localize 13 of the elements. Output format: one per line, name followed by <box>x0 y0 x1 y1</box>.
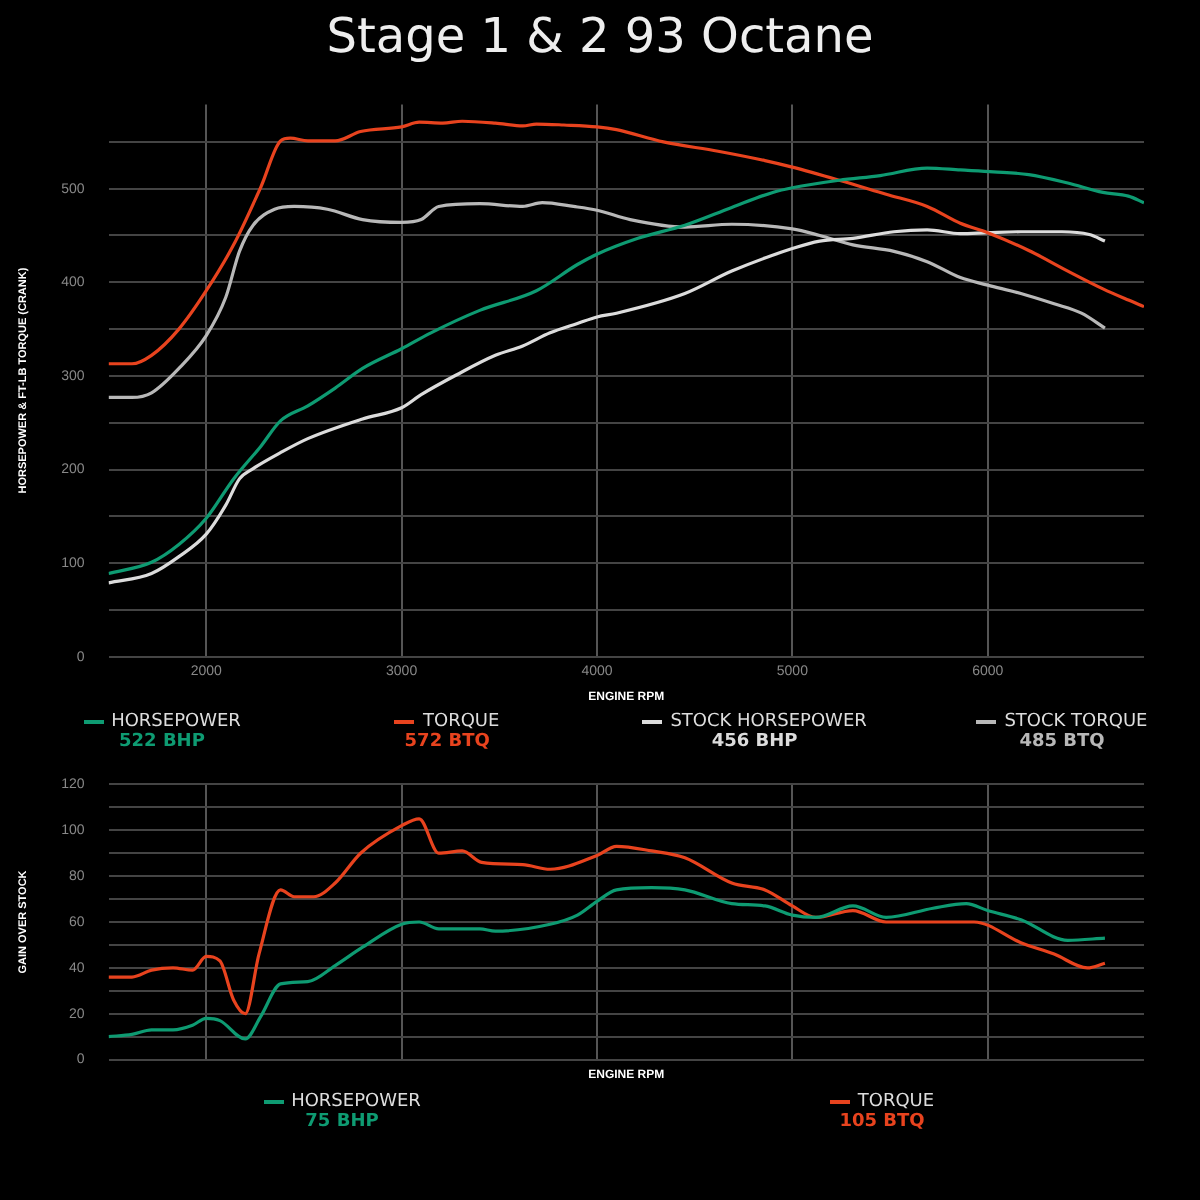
line-series <box>108 817 1107 1016</box>
line-series <box>108 228 1107 585</box>
text: 485 BTQ <box>1017 732 1107 752</box>
text: 572 BTQ <box>402 732 492 752</box>
line-series <box>108 166 1144 576</box>
line-series <box>108 201 1107 400</box>
text: 456 BHP <box>709 732 800 752</box>
line-series <box>108 119 1144 366</box>
text: 105 BTQ <box>837 1112 927 1132</box>
text: 75 BHP <box>303 1112 381 1132</box>
line-series <box>108 886 1107 1041</box>
chart-title: Stage 1 & 2 93 Octane <box>324 6 876 68</box>
text: 522 BHP <box>117 732 207 752</box>
